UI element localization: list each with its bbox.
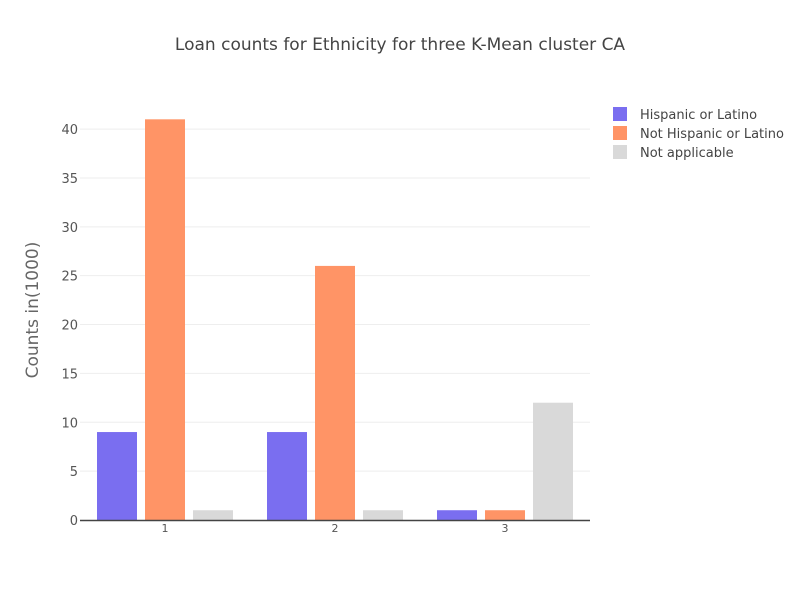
- bar-not-applicable-3: [533, 402, 573, 520]
- legend-swatch: [613, 107, 627, 121]
- y-tick-label: 20: [61, 319, 78, 334]
- y-axis-title: Counts in(1000): [23, 242, 43, 379]
- bar-not-applicable-1: [193, 510, 233, 520]
- legend-swatch: [613, 145, 627, 159]
- bar-not-hispanic-or-latino-2: [315, 265, 355, 520]
- bar-hispanic-or-latino-2: [267, 432, 307, 520]
- legend: Hispanic or Latino Not Hispanic or Latino…: [613, 107, 784, 161]
- bar-hispanic-or-latino-3: [437, 510, 477, 520]
- legend-label: Not applicable: [640, 146, 734, 161]
- y-tick-label: 15: [61, 367, 78, 382]
- bars: [97, 119, 573, 521]
- y-axis-ticks: 0 5 10 15 20 25 30 35 40: [61, 123, 78, 529]
- bar-not-hispanic-or-latino-3: [485, 510, 525, 520]
- legend-item[interactable]: Not applicable: [613, 145, 734, 161]
- chart-title: Loan counts for Ethnicity for three K-Me…: [175, 35, 626, 55]
- x-tick-label: 2: [332, 522, 339, 535]
- y-tick-label: 0: [70, 514, 78, 529]
- x-tick-label: 3: [502, 522, 509, 535]
- legend-item[interactable]: Not Hispanic or Latino: [613, 126, 784, 142]
- y-tick-label: 35: [61, 172, 78, 187]
- legend-swatch: [613, 126, 627, 140]
- y-tick-label: 10: [61, 416, 78, 431]
- y-tick-label: 25: [61, 270, 78, 285]
- legend-label: Hispanic or Latino: [640, 108, 757, 123]
- bar-not-applicable-2: [363, 510, 403, 520]
- x-tick-label: 1: [162, 522, 169, 535]
- y-tick-label: 5: [70, 465, 78, 480]
- x-axis-ticks: 1 2 3: [162, 522, 509, 535]
- legend-label: Not Hispanic or Latino: [640, 127, 784, 142]
- bar-not-hispanic-or-latino-1: [145, 119, 185, 521]
- legend-item[interactable]: Hispanic or Latino: [613, 107, 757, 123]
- y-tick-label: 40: [61, 123, 78, 138]
- bar-hispanic-or-latino-1: [97, 432, 137, 520]
- y-tick-label: 30: [61, 221, 78, 236]
